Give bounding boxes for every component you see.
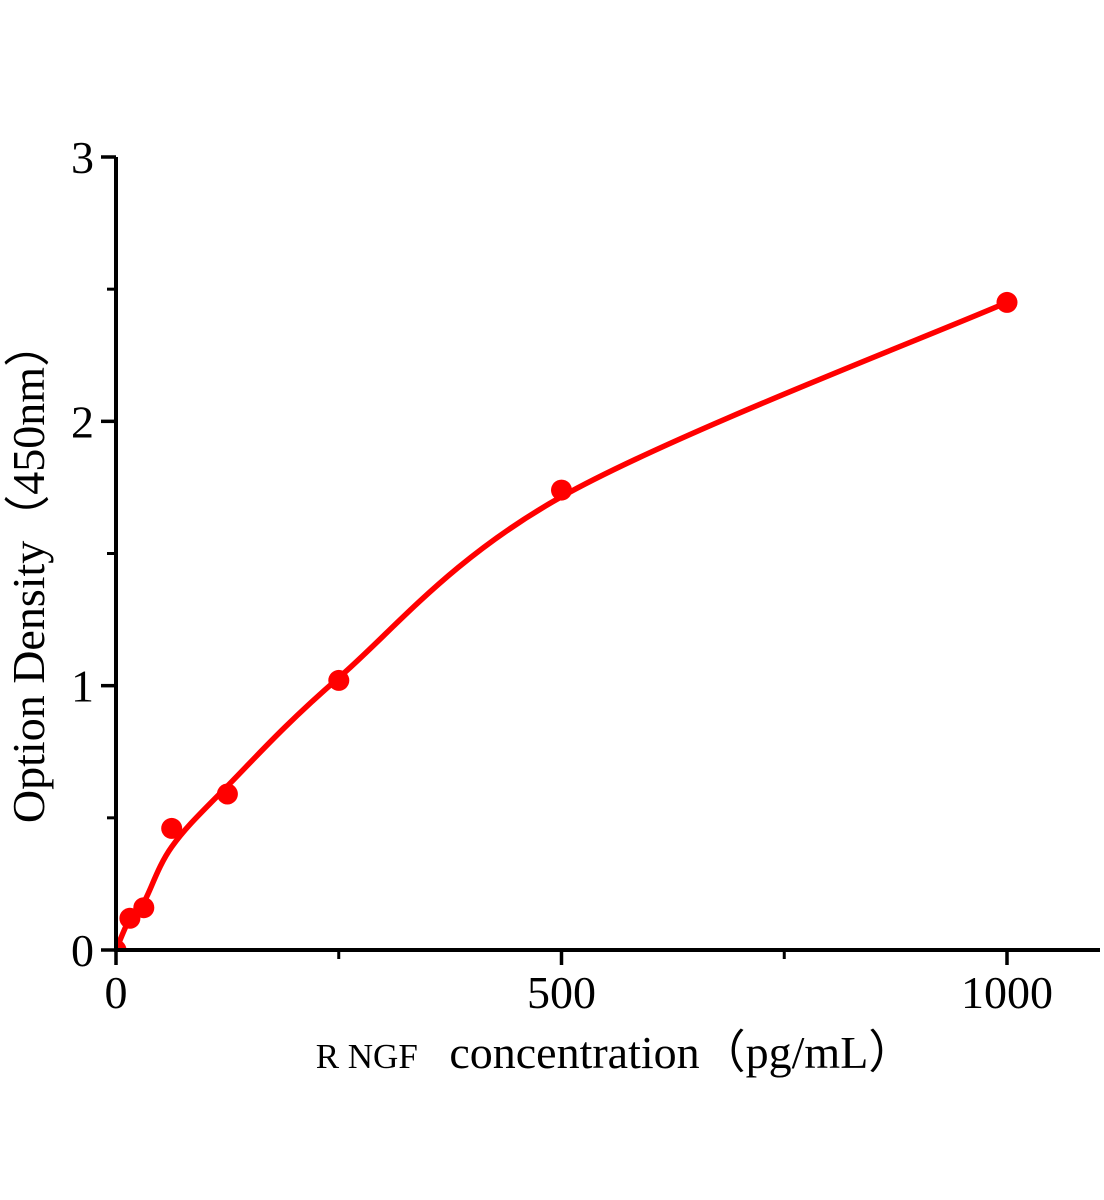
- y-tick-label: 2: [71, 396, 94, 447]
- x-tick-label: 500: [527, 967, 596, 1018]
- data-point: [996, 291, 1018, 313]
- x-tick-label: 1000: [961, 967, 1053, 1018]
- data-point: [328, 669, 350, 691]
- x-axis-title: R NGF concentration（pg/mL）: [316, 1027, 915, 1078]
- x-tick-label: 0: [105, 967, 128, 1018]
- y-tick-label: 3: [71, 132, 94, 183]
- x-axis-title-main: concentration（pg/mL）: [449, 1027, 914, 1078]
- standard-curve-line: [116, 299, 1010, 950]
- data-point: [116, 939, 127, 950]
- data-point: [133, 897, 155, 919]
- axis-lines: [114, 157, 1100, 952]
- x-axis-title-prefix: R NGF: [316, 1037, 418, 1076]
- data-point: [216, 783, 238, 805]
- y-tick-label: 1: [71, 661, 94, 712]
- y-tick-label: 0: [71, 925, 94, 976]
- data-point: [161, 817, 183, 839]
- y-axis-title: Option Density（450nm）: [3, 321, 54, 823]
- data-point: [551, 479, 572, 501]
